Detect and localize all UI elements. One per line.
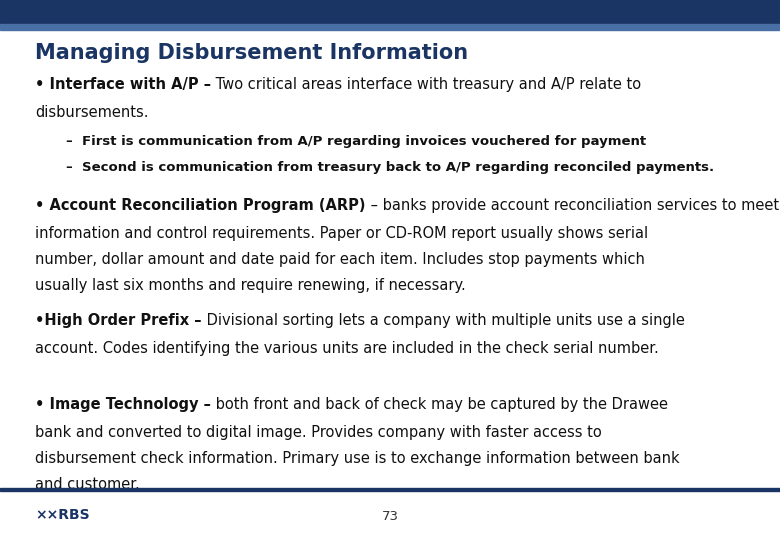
- Text: Managing Disbursement Information: Managing Disbursement Information: [35, 43, 468, 63]
- Text: • Image Technology –: • Image Technology –: [35, 397, 211, 412]
- Text: ××RBS: ××RBS: [35, 508, 90, 522]
- Text: disbursement check information. Primary use is to exchange information between b: disbursement check information. Primary …: [35, 451, 679, 466]
- Text: information and control requirements. Paper or CD-ROM report usually shows seria: information and control requirements. Pa…: [35, 226, 648, 241]
- Bar: [0, 488, 780, 491]
- Text: 73: 73: [381, 510, 399, 523]
- Bar: [0, 0, 780, 26]
- Text: –  Second is communication from treasury back to A/P regarding reconciled paymen: – Second is communication from treasury …: [66, 161, 714, 174]
- Text: disbursements.: disbursements.: [35, 105, 149, 120]
- Text: •High Order Prefix –: •High Order Prefix –: [35, 313, 201, 328]
- Text: • Interface with A/P –: • Interface with A/P –: [35, 77, 211, 92]
- Text: Divisional sorting lets a company with multiple units use a single: Divisional sorting lets a company with m…: [201, 313, 685, 328]
- Text: number, dollar amount and date paid for each item. Includes stop payments which: number, dollar amount and date paid for …: [35, 252, 645, 267]
- Bar: [0, 24, 780, 30]
- Text: usually last six months and require renewing, if necessary.: usually last six months and require rene…: [35, 278, 466, 293]
- Text: account. Codes identifying the various units are included in the check serial nu: account. Codes identifying the various u…: [35, 341, 659, 356]
- Text: both front and back of check may be captured by the Drawee: both front and back of check may be capt…: [211, 397, 668, 412]
- Text: and customer.: and customer.: [35, 477, 140, 492]
- Text: –  First is communication from A/P regarding invoices vouchered for payment: – First is communication from A/P regard…: [66, 135, 647, 148]
- Text: bank and converted to digital image. Provides company with faster access to: bank and converted to digital image. Pro…: [35, 425, 602, 440]
- Text: • Account Reconciliation Program (ARP): • Account Reconciliation Program (ARP): [35, 198, 366, 213]
- Text: Two critical areas interface with treasury and A/P relate to: Two critical areas interface with treasu…: [211, 77, 641, 92]
- Text: – banks provide account reconciliation services to meet companies’: – banks provide account reconciliation s…: [366, 198, 780, 213]
